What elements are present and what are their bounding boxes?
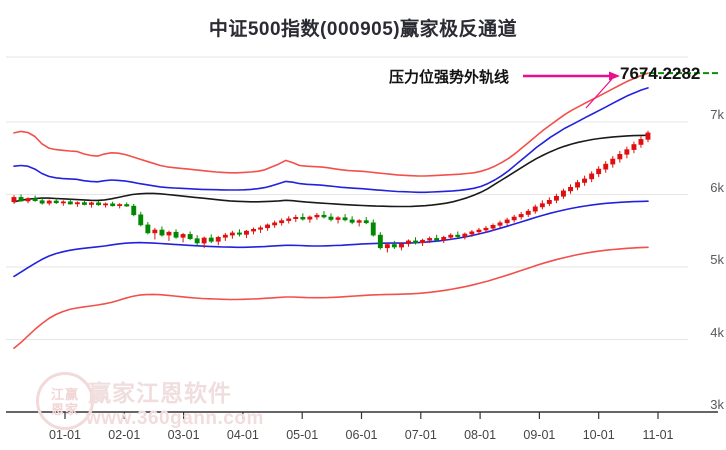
watermark-brand: 赢家江恩软件 <box>88 380 232 406</box>
candlestick-series <box>11 130 651 253</box>
annotation-arrow <box>523 71 620 109</box>
x-axis-tick-label: 06-01 <box>345 428 378 442</box>
x-axis-tick-label: 05-01 <box>286 428 319 442</box>
x-axis-tick-label: 09-01 <box>523 428 556 442</box>
x-axis-tick-label: 01-01 <box>49 428 81 442</box>
x-axis-tick-label: 04-01 <box>226 428 259 442</box>
x-axis-tick-label: 02-01 <box>108 428 141 442</box>
y-axis-tick-label: 7k <box>710 107 724 122</box>
x-axis-tick-label: 11-01 <box>642 428 674 442</box>
x-axis-tick-label: 08-01 <box>464 428 497 442</box>
x-axis-tick-label: 10-01 <box>582 428 615 442</box>
x-axis-tick-label: 03-01 <box>167 428 200 442</box>
x-axis-tick-label: 07-01 <box>404 428 437 442</box>
gridlines <box>6 56 688 413</box>
watermark-stamp-top: 江赢 <box>50 387 79 402</box>
y-axis-tick-label: 5k <box>710 252 724 267</box>
axis-lines <box>6 411 718 419</box>
watermark-url: www.360gann.com <box>86 408 264 429</box>
last-price-label: 7674.2282 <box>620 64 701 83</box>
page-title: 中证500指数(000905)赢家极反通道 <box>208 19 518 40</box>
y-axis-tick-label: 4k <box>710 324 724 340</box>
annotation-label: 压力位强势外轨线 <box>389 69 510 86</box>
y-axis-tick-label: 6k <box>710 179 724 195</box>
watermark-stamp: 江赢 恩家 <box>36 372 94 430</box>
band-series <box>13 72 649 350</box>
y-axis-tick-label: 3k <box>710 397 724 412</box>
watermark-stamp-bottom: 恩家 <box>50 402 79 417</box>
